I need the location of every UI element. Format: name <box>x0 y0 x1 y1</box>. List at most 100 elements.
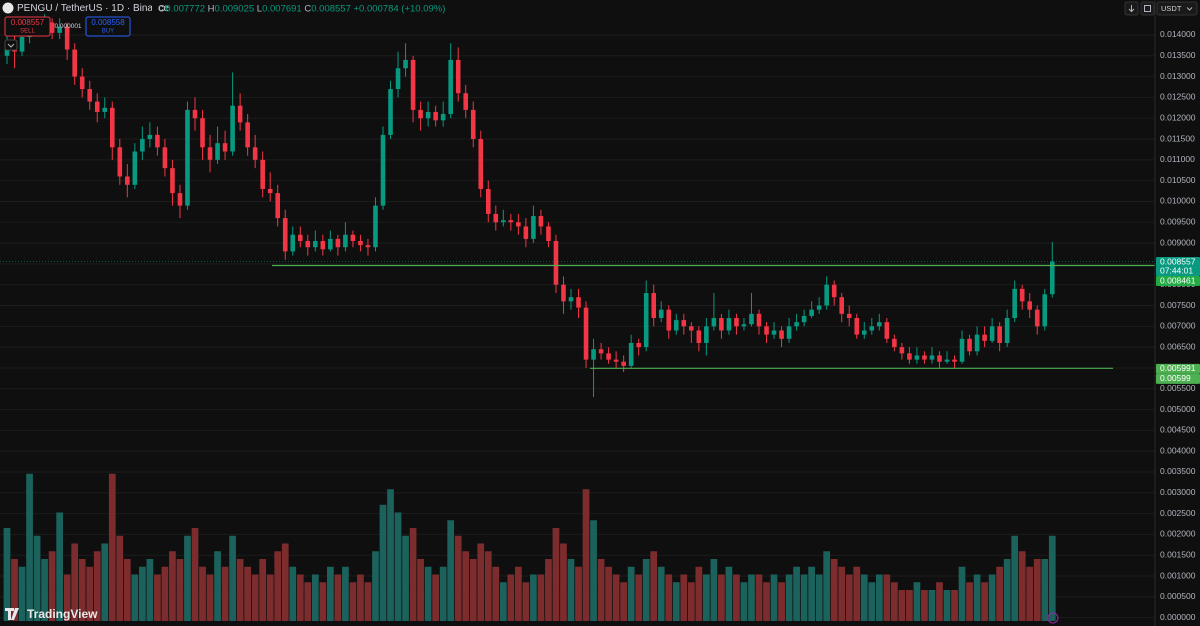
y-tick-label: 0.014000 <box>1160 29 1196 39</box>
candle-body <box>681 320 687 327</box>
buy-button[interactable] <box>85 16 131 37</box>
candle-body <box>726 317 732 331</box>
symbol-title[interactable]: PENGU / TetherUS · 1D · Binance <box>17 3 170 14</box>
ohlc-value: 0.009025 <box>215 3 255 14</box>
candle-body <box>523 226 529 239</box>
volume-bar <box>522 582 530 621</box>
volume-bar <box>823 551 831 621</box>
collapse-button[interactable] <box>4 39 18 51</box>
candle-body <box>1027 301 1033 310</box>
y-tick-label: 0.011500 <box>1160 133 1195 143</box>
volume-bar <box>725 566 733 621</box>
y-tick-label: 0.007500 <box>1160 300 1196 310</box>
logo-icon <box>5 608 19 620</box>
volume-bar <box>432 574 439 621</box>
volume-bar <box>454 535 462 621</box>
candle-body <box>79 76 85 90</box>
candle-body <box>816 305 822 310</box>
volume-bar <box>311 574 319 621</box>
candle-body <box>561 284 566 302</box>
candle-body <box>704 326 709 343</box>
volume-bar <box>1041 559 1049 621</box>
volume-bar <box>296 574 304 621</box>
symbol-icon <box>2 2 14 14</box>
volume-bar <box>545 559 552 621</box>
candle-body <box>696 330 702 343</box>
volume-bar <box>853 566 861 621</box>
volume-bar <box>793 566 800 621</box>
volume-bar <box>372 551 379 621</box>
ohlc-legend: O0.007772 H0.009025 L0.007691 C0.008557 … <box>158 3 445 14</box>
volume-bar <box>417 559 424 621</box>
candle-body <box>478 139 484 189</box>
candle-body <box>628 342 634 366</box>
candle-body <box>245 122 250 148</box>
volume-bar <box>402 535 409 621</box>
volume-bar <box>665 574 673 621</box>
candle-body <box>328 238 333 250</box>
price-tag-label: 0.00599 <box>1160 373 1191 383</box>
volume-bar <box>981 582 988 621</box>
candle-body <box>485 188 491 214</box>
candle-body <box>455 59 461 94</box>
volume-bar <box>913 582 921 621</box>
volume-bar <box>236 559 244 621</box>
volume-bar <box>33 535 41 621</box>
candle-body <box>974 334 980 352</box>
volume-bar <box>48 551 56 621</box>
refresh-button[interactable] <box>1140 1 1155 16</box>
candle-body <box>651 293 657 318</box>
candle-body <box>49 22 55 33</box>
candle-body <box>591 349 596 360</box>
candle-body <box>207 147 213 160</box>
legend-mask <box>152 2 158 14</box>
y-tick-label: 0.004000 <box>1160 445 1196 455</box>
currency-select[interactable] <box>1156 1 1198 16</box>
replay-icon[interactable] <box>1047 612 1059 624</box>
candle-body <box>448 59 453 115</box>
volume-bar <box>169 551 176 621</box>
spread: 0.000001 <box>54 23 81 30</box>
collapse-icon <box>7 43 15 48</box>
volume-bar <box>154 574 161 621</box>
candle-body <box>410 59 416 110</box>
candle-body <box>809 309 814 316</box>
y-tick-label: 0.005000 <box>1160 404 1196 414</box>
volume-bar <box>394 512 402 621</box>
y-tick-label: 0.007000 <box>1160 321 1196 331</box>
volume-bar <box>93 551 101 621</box>
volume-bar <box>703 574 710 621</box>
candle-body <box>771 330 777 335</box>
candle-body <box>831 284 837 298</box>
candle-body <box>546 226 551 241</box>
candle-body <box>162 147 168 169</box>
candle-body <box>801 315 807 323</box>
candle-body <box>297 234 303 241</box>
candle-body <box>892 338 897 348</box>
ohlc-value: 0.007772 <box>165 3 205 14</box>
volume-bar <box>936 582 943 621</box>
volume-bar <box>800 574 808 621</box>
sell-button[interactable] <box>4 16 51 37</box>
volume-bar <box>845 574 853 621</box>
volume-bar <box>928 590 936 621</box>
volume-bar <box>334 574 342 621</box>
y-tick-label: 0.001500 <box>1160 549 1196 559</box>
volume-bar <box>387 489 394 621</box>
candle-body <box>102 107 108 112</box>
candle-body <box>109 107 115 148</box>
volume-bar <box>1033 559 1041 621</box>
candle-body <box>508 220 514 223</box>
buy-price: 0.008558 <box>91 18 125 27</box>
price-axis-labels: 0.000000 0.000500 0.001000 0.001500 0.002000… <box>1160 29 1196 622</box>
candle-body <box>734 317 739 327</box>
volume-bar <box>379 504 387 621</box>
sell-price: 0.008557 <box>11 18 45 27</box>
candle-body <box>749 313 754 325</box>
volume-bar <box>244 566 251 621</box>
candle-body <box>786 326 792 339</box>
volume-bar <box>266 574 274 621</box>
volume-bar <box>342 566 349 621</box>
volume-bar <box>620 582 627 621</box>
